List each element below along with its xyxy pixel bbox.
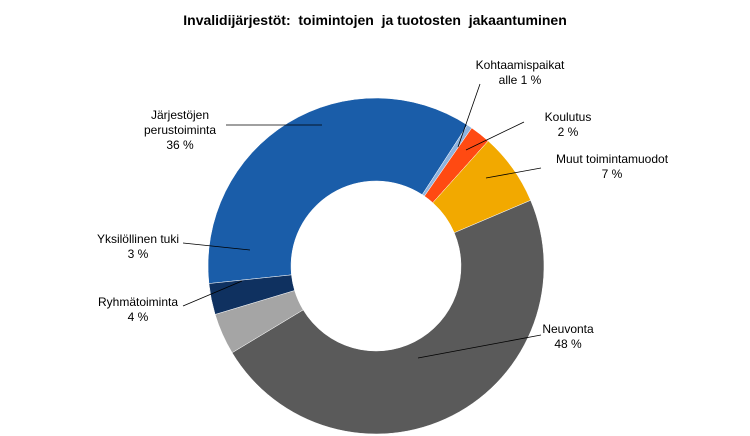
category-label: Ryhmätoiminta: [97, 295, 179, 309]
slice-label: Kohtaamispaikat alle 1 %: [445, 58, 595, 88]
category-label: Yksilöllinen tuki: [96, 232, 180, 246]
value-label: 7 %: [601, 167, 623, 181]
slice-label: Koulutus 2 %: [493, 110, 643, 140]
chart-title: Invalidijärjestöt: toimintojen ja tuotos…: [183, 12, 567, 28]
leader-line: [182, 242, 251, 251]
leader-line: [417, 334, 542, 359]
value-label: 3 %: [127, 247, 149, 261]
donut-slice: [208, 274, 295, 315]
slice-label: Muut toimintamuodot 7 %: [537, 152, 687, 182]
slice-label: Järjestöjen perustoiminta 36 %: [125, 108, 235, 153]
category-label: Koulutus: [544, 110, 592, 124]
category-label: Järjestöjen perustoiminta: [143, 108, 217, 137]
slice-label: Neuvonta 48 %: [493, 322, 643, 352]
value-label: 36 %: [166, 138, 194, 152]
category-label: Kohtaamispaikat: [475, 58, 565, 72]
leader-line: [457, 83, 481, 148]
value-label: 2 %: [557, 125, 579, 139]
value-label: alle 1 %: [498, 73, 542, 87]
leader-line: [485, 167, 542, 179]
category-label: Neuvonta: [542, 322, 594, 336]
value-label: 4 %: [127, 310, 149, 324]
leader-line: [465, 121, 525, 151]
leader-line: [182, 280, 243, 307]
slice-label: Yksilöllinen tuki 3 %: [63, 232, 213, 262]
category-label: Muut toimintamuodot: [555, 152, 669, 166]
value-label: 48 %: [554, 337, 582, 351]
donut-slice: [207, 97, 468, 284]
slice-label: Ryhmätoiminta 4 %: [63, 295, 213, 325]
